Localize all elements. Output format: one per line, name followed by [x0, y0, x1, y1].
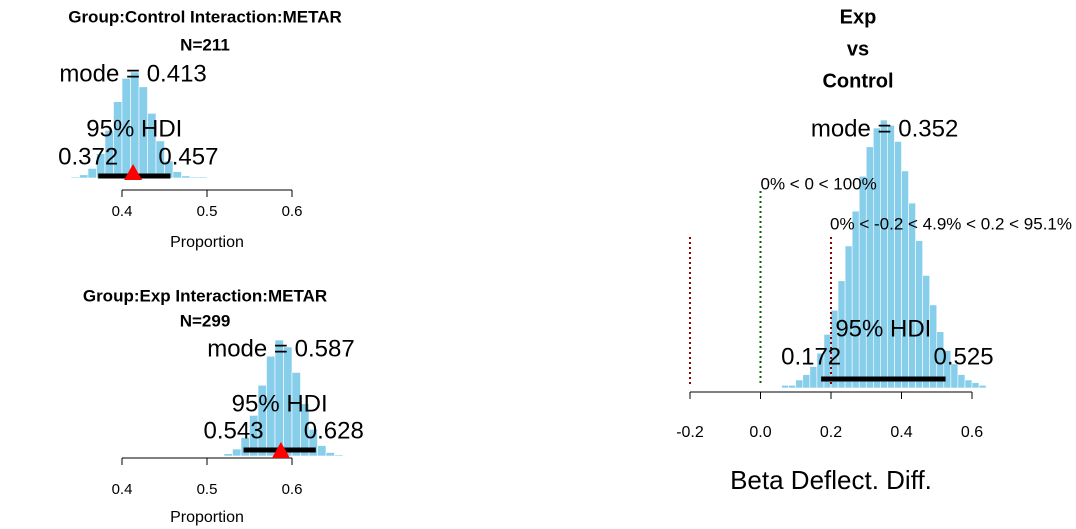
histogram-bar	[795, 379, 804, 389]
chart-title: vs	[847, 38, 869, 60]
rope-label: 0% < -0.2 < 4.9% < 0.2 < 95.1%	[830, 214, 1072, 233]
chart-title: Control	[822, 70, 893, 92]
histogram-bar	[325, 452, 335, 457]
hdi-label: 95% HDI	[835, 315, 931, 342]
comp-label: 0% < 0 < 100%	[761, 174, 877, 193]
x-axis-label: Proportion	[170, 234, 244, 251]
chart-title: Group:Control Interaction:METAR	[68, 7, 342, 26]
hdi-label: 95% HDI	[86, 115, 182, 142]
x-tick-label: 0.5	[197, 481, 218, 498]
histogram-bar	[901, 170, 909, 389]
hdi-high-label: 0.457	[158, 143, 218, 170]
chart-title: N=211	[180, 35, 230, 54]
mode-label: mode = 0.587	[207, 335, 354, 362]
histogram-bar	[198, 176, 208, 179]
x-tick-label: 0.6	[961, 424, 983, 441]
x-axis-label: Beta Deflect. Diff.	[730, 465, 932, 495]
histogram-bar	[802, 374, 811, 389]
histogram-bar	[887, 125, 895, 389]
histogram-bar	[851, 210, 860, 389]
hdi-low-label: 0.372	[58, 143, 118, 170]
mode-label: mode = 0.352	[811, 115, 958, 142]
histogram-bar	[334, 454, 344, 457]
hdi-high-label: 0.628	[304, 417, 364, 444]
histogram-bar	[308, 429, 318, 457]
hdi-label: 95% HDI	[232, 390, 328, 417]
chart-title: Exp	[840, 6, 877, 28]
histogram-bar	[189, 176, 199, 179]
hdi-low-label: 0.172	[781, 343, 841, 370]
histogram-bar	[964, 379, 973, 389]
chart-title: Group:Exp Interaction:METAR	[83, 286, 327, 305]
histogram-bar	[317, 445, 327, 457]
mode-label: mode = 0.413	[59, 60, 206, 87]
histogram-bar	[971, 382, 980, 389]
hdi-high-label: 0.525	[934, 343, 994, 370]
mode-marker	[271, 442, 290, 458]
x-tick-label: 0.4	[112, 203, 133, 220]
mode-marker	[124, 164, 143, 180]
histogram-bar	[223, 453, 233, 457]
x-tick-label: 0.6	[282, 203, 303, 220]
histogram-bar	[915, 240, 923, 389]
x-tick-label: 0.4	[890, 424, 912, 441]
histogram-bar	[70, 176, 80, 179]
histogram-bar	[978, 385, 987, 389]
x-tick-label: 0.5	[197, 203, 218, 220]
histogram-bar	[788, 385, 797, 389]
histogram-bar	[872, 127, 881, 389]
histogram-bar	[79, 174, 89, 179]
histogram-bar	[957, 374, 966, 389]
x-tick-label: 0.6	[282, 481, 303, 498]
histogram-bar	[880, 119, 888, 389]
x-axis-label: Proportion	[170, 509, 244, 526]
histogram-bar	[172, 171, 182, 179]
hdi-low-label: 0.543	[204, 417, 264, 444]
x-tick-label: 0.4	[112, 481, 133, 498]
x-tick-label: 0.2	[820, 424, 842, 441]
x-tick-label: -0.2	[676, 424, 704, 441]
histogram-bar	[858, 175, 867, 389]
histogram-bar	[232, 448, 242, 457]
histogram-bar	[894, 141, 902, 389]
histogram-bar	[781, 385, 790, 389]
histogram-bar	[181, 175, 191, 179]
chart-title: N=299	[180, 311, 231, 330]
x-tick-label: 0.0	[749, 424, 771, 441]
